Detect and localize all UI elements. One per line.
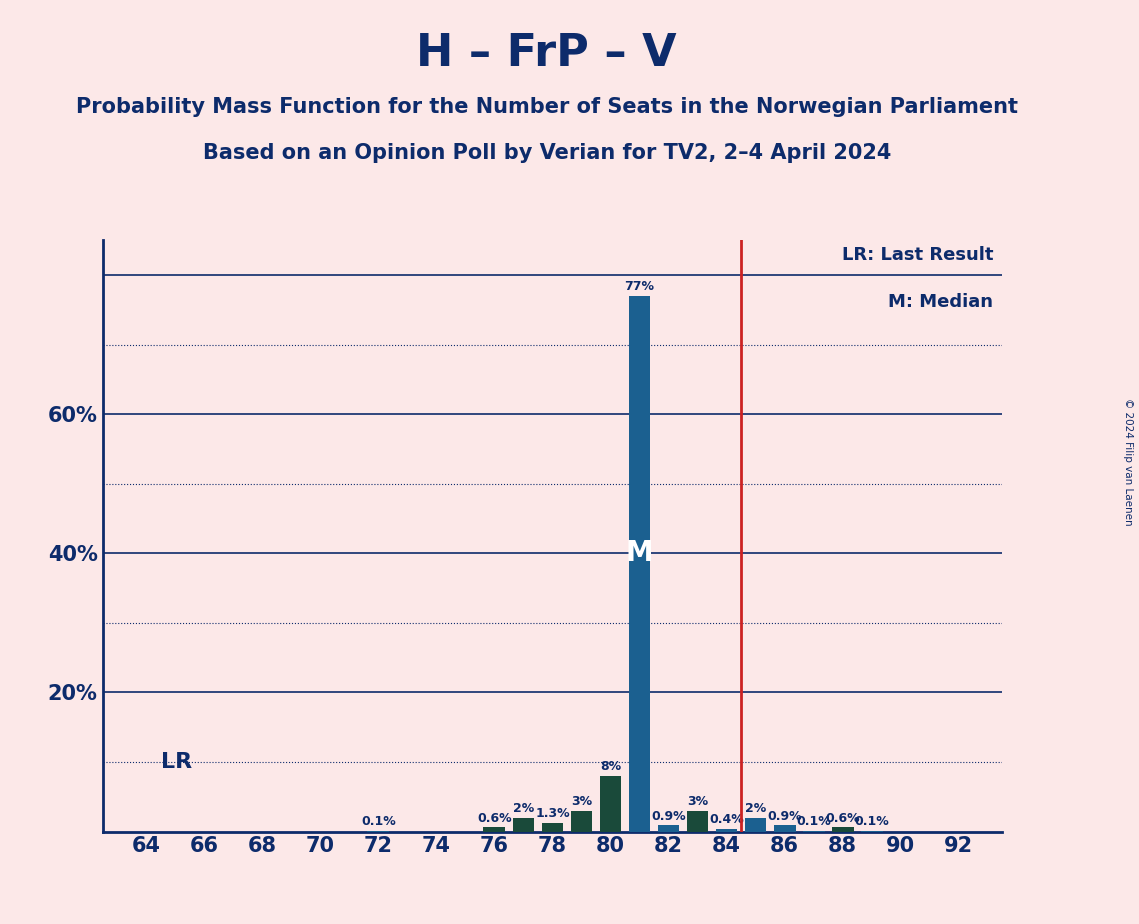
Bar <box>629 296 650 832</box>
Text: Probability Mass Function for the Number of Seats in the Norwegian Parliament: Probability Mass Function for the Number… <box>75 97 1018 117</box>
Text: 0.4%: 0.4% <box>710 813 744 826</box>
Bar <box>541 822 564 832</box>
Text: M: M <box>625 540 654 567</box>
Text: 0.9%: 0.9% <box>652 809 686 822</box>
Text: 8%: 8% <box>600 760 621 773</box>
Text: 3%: 3% <box>687 795 708 808</box>
Text: 0.1%: 0.1% <box>854 815 890 828</box>
Text: 2%: 2% <box>745 802 767 815</box>
Bar <box>831 827 853 832</box>
Bar <box>715 829 737 832</box>
Text: 0.1%: 0.1% <box>796 815 831 828</box>
Text: M: Median: M: Median <box>888 294 993 311</box>
Bar <box>599 776 622 832</box>
Text: 77%: 77% <box>624 280 655 293</box>
Text: Based on an Opinion Poll by Verian for TV2, 2–4 April 2024: Based on an Opinion Poll by Verian for T… <box>203 143 891 164</box>
Text: 3%: 3% <box>571 795 592 808</box>
Text: 0.6%: 0.6% <box>826 811 860 824</box>
Text: 0.1%: 0.1% <box>361 815 395 828</box>
Text: 0.9%: 0.9% <box>768 809 802 822</box>
Text: LR: LR <box>161 752 191 772</box>
Bar <box>483 827 506 832</box>
Bar <box>513 818 534 832</box>
Bar <box>687 810 708 832</box>
Text: H – FrP – V: H – FrP – V <box>417 32 677 76</box>
Text: 0.6%: 0.6% <box>477 811 511 824</box>
Text: LR: Last Result: LR: Last Result <box>842 246 993 264</box>
Bar <box>657 825 679 832</box>
Text: 2%: 2% <box>513 802 534 815</box>
Bar <box>773 825 795 832</box>
Text: 1.3%: 1.3% <box>535 807 570 820</box>
Text: © 2024 Filip van Laenen: © 2024 Filip van Laenen <box>1123 398 1133 526</box>
Bar <box>571 810 592 832</box>
Bar <box>745 818 767 832</box>
